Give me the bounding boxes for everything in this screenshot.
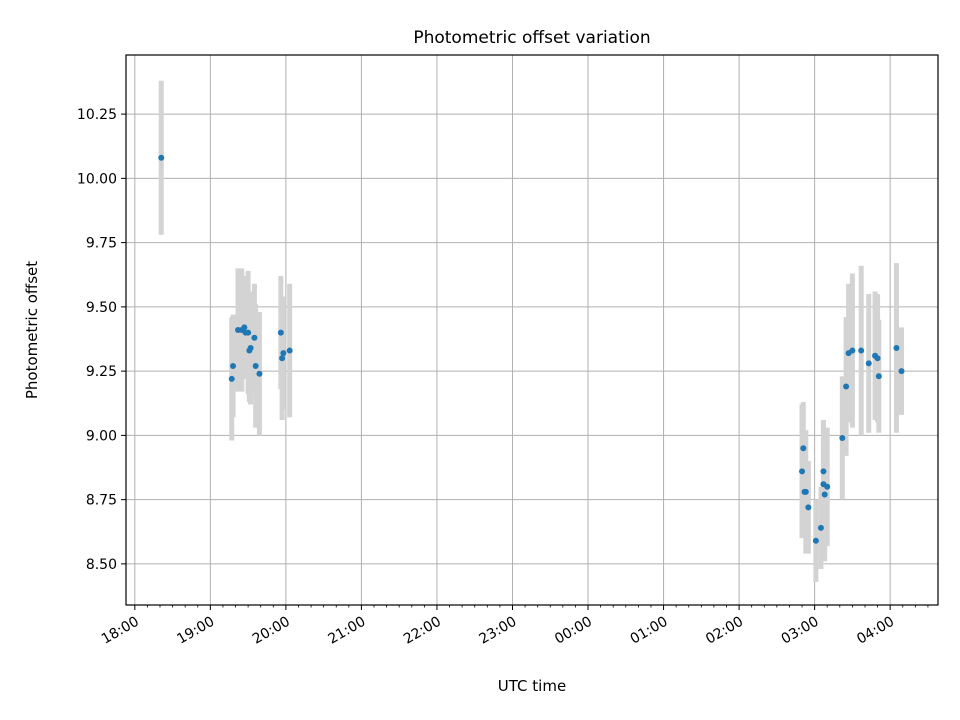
data-point	[898, 368, 905, 375]
data-point	[158, 154, 165, 161]
data-point	[277, 329, 284, 336]
y-axis-label: Photometric offset	[23, 261, 41, 399]
data-point	[251, 334, 258, 341]
data-point	[805, 504, 812, 511]
y-tick-label: 9.50	[86, 300, 117, 316]
data-point	[865, 360, 872, 367]
data-point	[800, 445, 807, 452]
data-point	[245, 329, 252, 336]
data-point	[279, 355, 286, 362]
data-point	[812, 537, 819, 544]
data-points	[158, 154, 905, 544]
data-point	[893, 344, 900, 351]
data-point	[875, 373, 882, 380]
data-point	[839, 434, 846, 441]
y-tick-label: 10.25	[77, 107, 117, 123]
data-point	[799, 468, 806, 475]
data-point	[247, 344, 254, 351]
data-point	[849, 347, 856, 354]
data-point	[802, 488, 809, 495]
y-tick-label: 8.50	[86, 557, 117, 573]
data-point	[858, 347, 865, 354]
y-tick-label: 9.75	[86, 236, 117, 252]
y-axis: 8.50 8.75 9.00 9.25 9.50 9.75 10.00 10.25	[77, 107, 126, 573]
y-tick-label: 9.00	[86, 428, 117, 444]
data-point	[843, 383, 850, 390]
y-tick-label: 8.75	[86, 493, 117, 509]
x-axis-label: UTC time	[498, 677, 566, 695]
data-point	[228, 375, 235, 382]
data-point	[821, 491, 828, 498]
chart-title: Photometric offset variation	[413, 28, 650, 48]
data-point	[824, 483, 831, 490]
data-point	[874, 355, 881, 362]
y-tick-label: 9.25	[86, 364, 117, 380]
data-point	[252, 362, 259, 369]
plot-area-frame	[125, 54, 939, 606]
data-point	[817, 524, 824, 531]
data-point	[230, 362, 237, 369]
data-point	[286, 347, 293, 354]
data-point	[256, 370, 263, 377]
y-tick-label: 10.00	[77, 171, 117, 187]
data-point	[241, 324, 248, 331]
data-point	[820, 468, 827, 475]
data-point	[280, 350, 287, 357]
